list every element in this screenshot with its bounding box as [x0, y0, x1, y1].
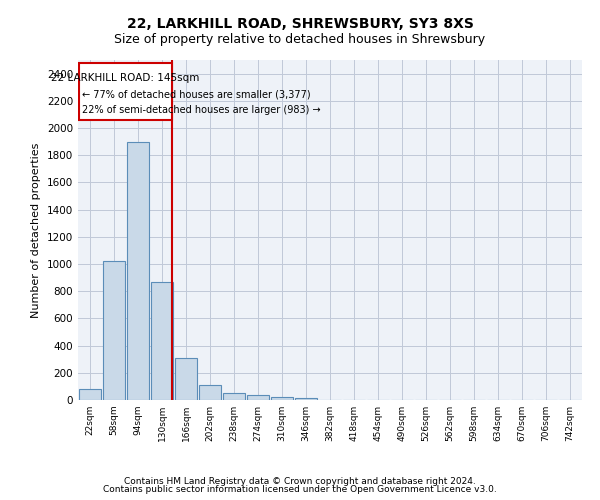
Bar [271, 396, 293, 400]
Text: Size of property relative to detached houses in Shrewsbury: Size of property relative to detached ho… [115, 32, 485, 46]
Text: 22 LARKHILL ROAD: 145sqm: 22 LARKHILL ROAD: 145sqm [51, 72, 200, 83]
Text: Contains HM Land Registry data © Crown copyright and database right 2024.: Contains HM Land Registry data © Crown c… [124, 477, 476, 486]
Bar [295, 398, 317, 400]
Text: 22% of semi-detached houses are larger (983) →: 22% of semi-detached houses are larger (… [82, 104, 321, 115]
Bar [223, 392, 245, 400]
Bar [175, 358, 197, 400]
FancyBboxPatch shape [79, 64, 172, 120]
Bar [79, 389, 101, 400]
Bar [127, 142, 149, 400]
Text: Contains public sector information licensed under the Open Government Licence v3: Contains public sector information licen… [103, 485, 497, 494]
Bar [247, 394, 269, 400]
Bar [103, 262, 125, 400]
Bar [199, 385, 221, 400]
Text: 22, LARKHILL ROAD, SHREWSBURY, SY3 8XS: 22, LARKHILL ROAD, SHREWSBURY, SY3 8XS [127, 18, 473, 32]
Bar [151, 282, 173, 400]
Y-axis label: Number of detached properties: Number of detached properties [31, 142, 41, 318]
Text: ← 77% of detached houses are smaller (3,377): ← 77% of detached houses are smaller (3,… [82, 90, 311, 100]
